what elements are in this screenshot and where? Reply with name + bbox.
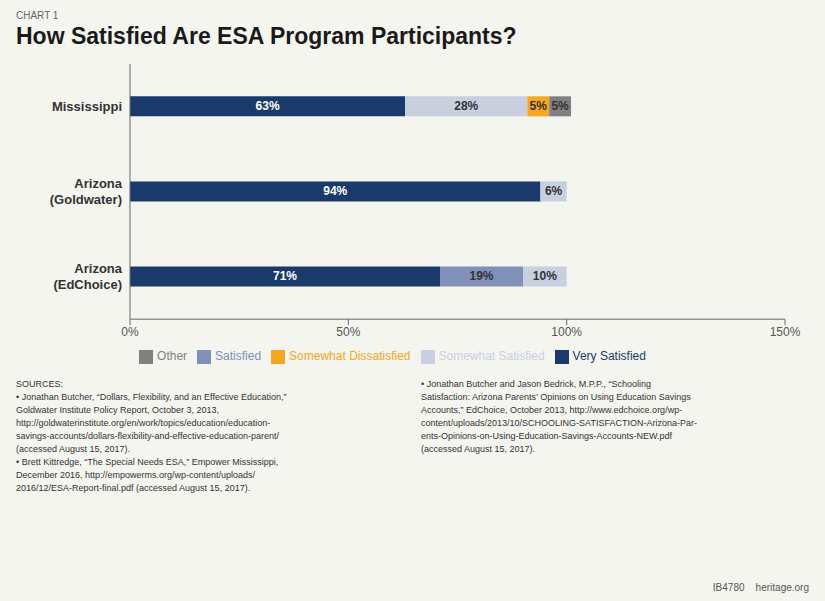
svg-text:100%: 100% — [551, 325, 582, 339]
svg-text:5%: 5% — [551, 99, 569, 113]
html-text:Very Satisfied: Very Satisfied — [572, 349, 646, 364]
svg-text:Arizona(EdChoice): Arizona(EdChoice) — [53, 261, 122, 292]
svg-text:71%: 71% — [273, 269, 297, 283]
html-text:SOURCES: • Jonathan Butcher, “: SOURCES: • Jonathan Butcher, “Dollars, F… — [16, 379, 287, 494]
svg-text:50%: 50% — [336, 325, 360, 339]
html-text:Other: Other — [157, 349, 188, 364]
svg-text:94%: 94% — [323, 184, 347, 198]
html-text:• Jonathan Butcher and Jason B: • Jonathan Butcher and Jason Bedrick, M.… — [421, 379, 697, 455]
svg-text:5%: 5% — [530, 99, 548, 113]
html-text:Somewhat Dissatisfied: Somewhat Dissatisfied — [289, 349, 411, 364]
svg-text:Mississippi: Mississippi — [52, 99, 122, 114]
svg-text:Arizona(Goldwater): Arizona(Goldwater) — [50, 176, 123, 207]
html-text:Somewhat Satisfied: Somewhat Satisfied — [438, 349, 545, 364]
svg-text:6%: 6% — [545, 184, 563, 198]
svg-text:19%: 19% — [470, 269, 494, 283]
svg-text:0%: 0% — [121, 325, 139, 339]
svg-text:10%: 10% — [533, 269, 557, 283]
html-text:CHART 1: CHART 1 — [16, 10, 59, 21]
html-text:Satisfied: Satisfied — [215, 349, 262, 364]
svg-text:150%: 150% — [770, 325, 801, 339]
html-text:How Satisfied Are ESA Program: How Satisfied Are ESA Program Participan… — [16, 23, 517, 49]
svg-text:28%: 28% — [454, 99, 478, 113]
html-text:IB4780 heritage.org: IB4780 heritage.org — [712, 582, 809, 593]
svg-text:63%: 63% — [256, 99, 280, 113]
